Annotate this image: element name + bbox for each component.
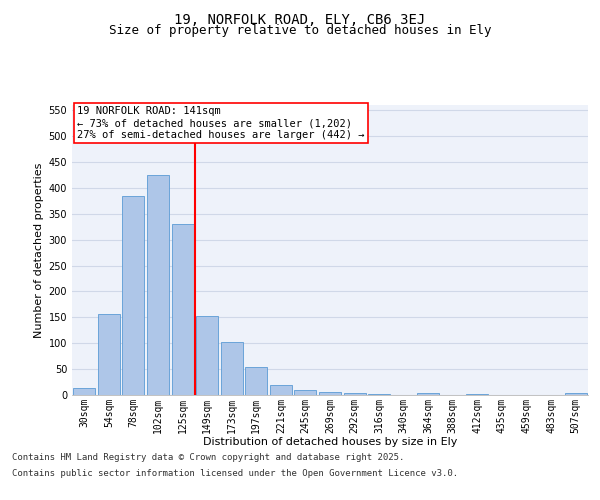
Bar: [245, 366, 268, 395]
Y-axis label: Number of detached properties: Number of detached properties: [34, 162, 44, 338]
Bar: [417, 394, 439, 395]
Bar: [270, 385, 292, 395]
Bar: [73, 388, 95, 395]
Text: Size of property relative to detached houses in Ely: Size of property relative to detached ho…: [109, 24, 491, 37]
Bar: [368, 394, 390, 395]
Text: 19 NORFOLK ROAD: 141sqm
← 73% of detached houses are smaller (1,202)
27% of semi: 19 NORFOLK ROAD: 141sqm ← 73% of detache…: [77, 106, 365, 140]
Bar: [122, 196, 145, 395]
Bar: [466, 394, 488, 395]
Bar: [196, 316, 218, 395]
Text: Contains HM Land Registry data © Crown copyright and database right 2025.: Contains HM Land Registry data © Crown c…: [12, 454, 404, 462]
Bar: [344, 393, 365, 395]
Bar: [295, 390, 316, 395]
Bar: [319, 392, 341, 395]
Bar: [98, 314, 120, 395]
X-axis label: Distribution of detached houses by size in Ely: Distribution of detached houses by size …: [203, 437, 457, 447]
Bar: [147, 175, 169, 395]
Bar: [221, 342, 243, 395]
Text: Contains public sector information licensed under the Open Government Licence v3: Contains public sector information licen…: [12, 468, 458, 477]
Text: 19, NORFOLK ROAD, ELY, CB6 3EJ: 19, NORFOLK ROAD, ELY, CB6 3EJ: [175, 12, 425, 26]
Bar: [172, 224, 194, 395]
Bar: [565, 394, 587, 395]
